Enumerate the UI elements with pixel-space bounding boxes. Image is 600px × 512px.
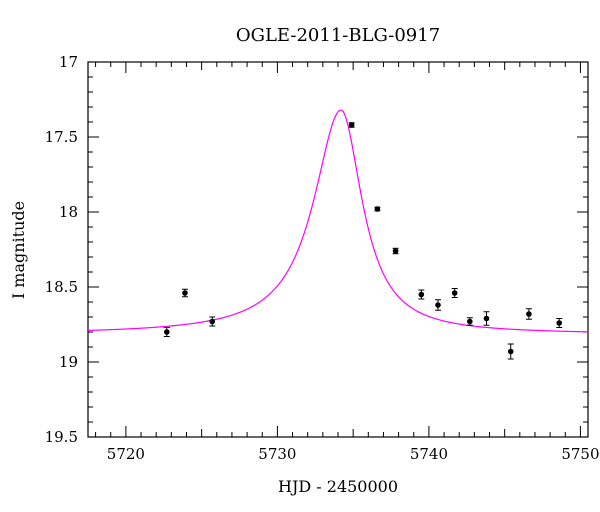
y-tick-label: 19.5 bbox=[45, 428, 78, 446]
plot-frame bbox=[87, 61, 589, 438]
data-point bbox=[374, 206, 381, 212]
y-axis-label: I magnitude bbox=[9, 201, 28, 299]
data-point bbox=[466, 317, 473, 326]
x-tick-label: 5750 bbox=[561, 445, 599, 463]
data-point bbox=[507, 343, 514, 360]
y-tick-labels: 17 17.5 18 18.5 19 19.5 bbox=[45, 53, 78, 446]
data-point bbox=[392, 247, 399, 255]
data-point bbox=[163, 327, 170, 337]
data-marker bbox=[392, 248, 399, 254]
y-tick-label: 17.5 bbox=[45, 128, 78, 146]
data-marker bbox=[418, 291, 425, 298]
data-marker bbox=[483, 315, 490, 322]
y-tick-label: 19 bbox=[59, 353, 78, 371]
data-marker bbox=[556, 320, 563, 326]
data-point bbox=[451, 288, 458, 298]
data-point bbox=[418, 289, 425, 300]
y-tick-label: 17 bbox=[59, 53, 78, 71]
y-tick-label: 18 bbox=[59, 203, 78, 221]
data-marker bbox=[451, 290, 458, 296]
data-point bbox=[209, 316, 216, 327]
y-tick-label: 18.5 bbox=[45, 278, 78, 296]
data-point bbox=[181, 288, 188, 298]
axis-ticks bbox=[88, 61, 588, 438]
data-marker bbox=[209, 318, 216, 325]
data-points-group bbox=[163, 122, 563, 360]
x-tick-label: 5720 bbox=[107, 445, 145, 463]
model-curve-group bbox=[87, 109, 589, 333]
x-tick-labels: 5720 5730 5740 5750 bbox=[107, 445, 600, 463]
chart-title: OGLE-2011-BLG-0917 bbox=[236, 25, 440, 46]
data-marker bbox=[467, 318, 473, 325]
data-marker bbox=[374, 206, 381, 212]
x-tick-label: 5730 bbox=[258, 445, 296, 463]
data-marker bbox=[348, 122, 355, 128]
model-curve bbox=[87, 109, 589, 333]
data-marker bbox=[526, 311, 532, 317]
x-tick-label: 5740 bbox=[410, 445, 448, 463]
x-axis-label: HJD - 2450000 bbox=[278, 477, 398, 496]
data-marker bbox=[507, 348, 514, 355]
data-point bbox=[556, 318, 563, 328]
data-point bbox=[525, 308, 532, 320]
data-point bbox=[483, 311, 490, 326]
data-marker bbox=[163, 329, 170, 335]
data-point bbox=[348, 122, 355, 128]
data-point bbox=[435, 299, 441, 311]
data-marker bbox=[182, 290, 188, 296]
data-marker bbox=[435, 302, 441, 308]
